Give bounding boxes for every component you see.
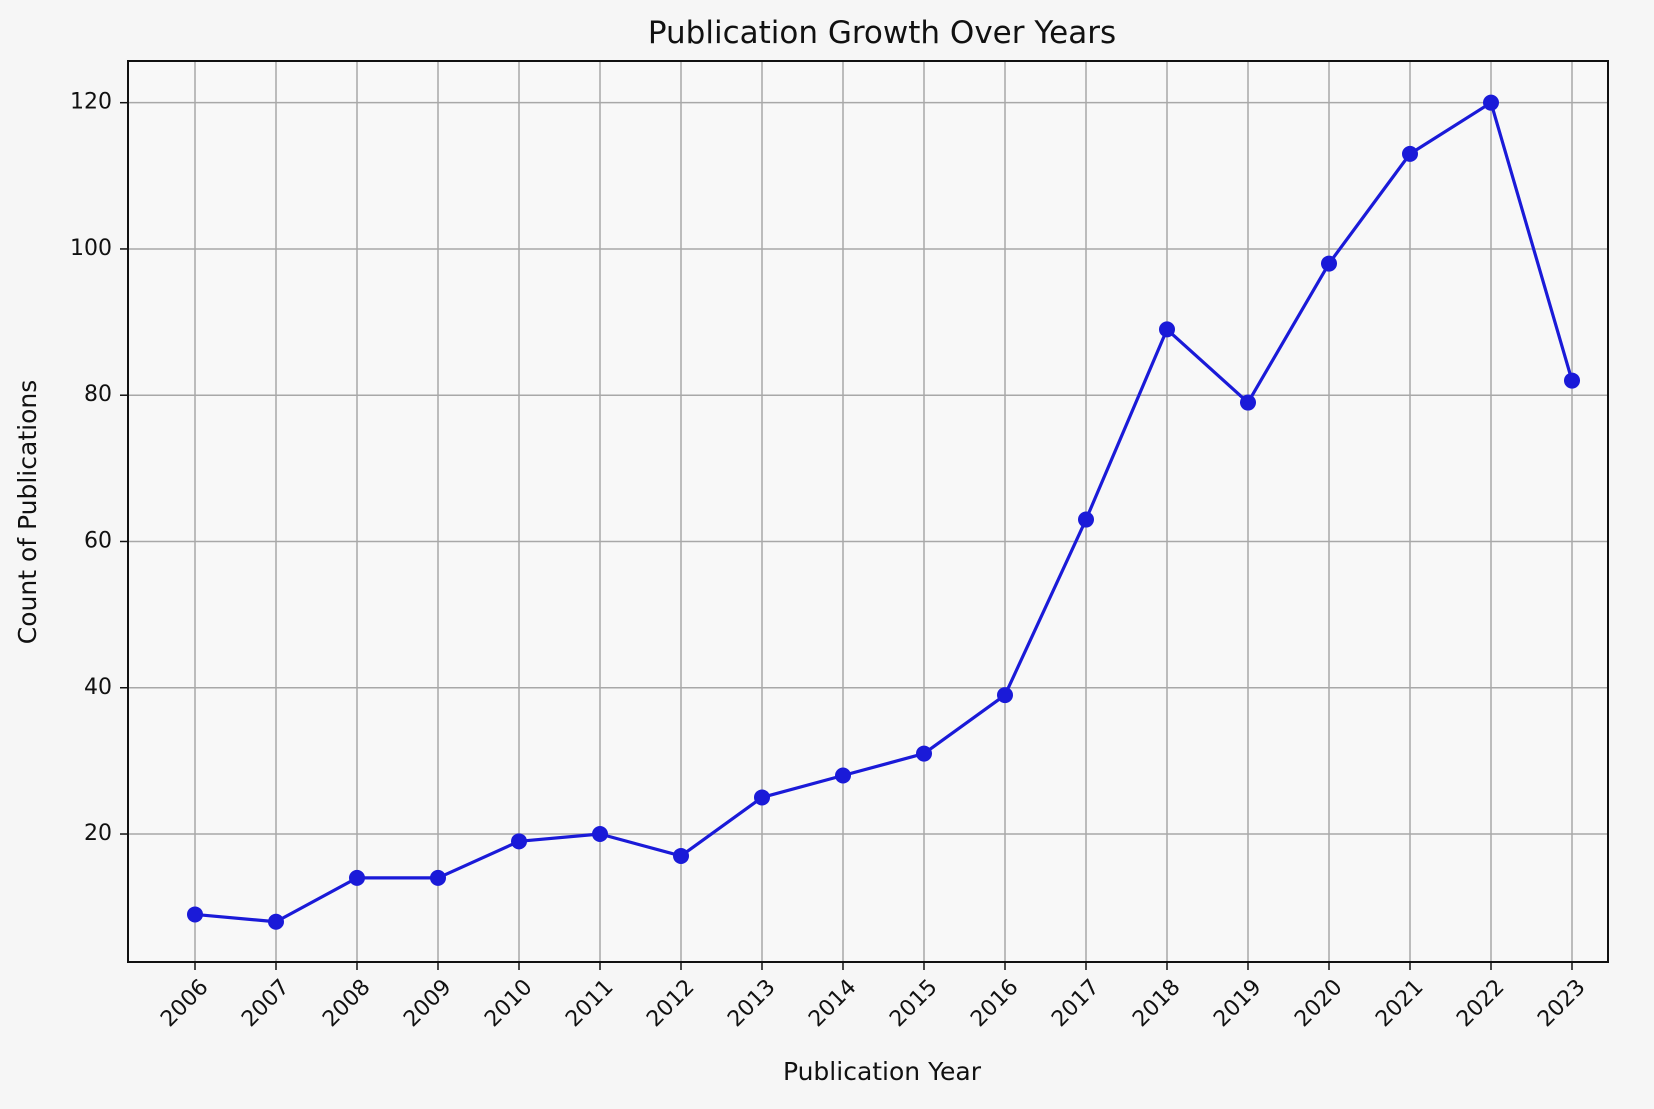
data-point (1240, 394, 1256, 411)
data-point (511, 833, 527, 850)
grid (128, 61, 1608, 962)
x-axis-label: Publication Year (783, 1057, 982, 1086)
data-point (1402, 145, 1418, 162)
data-point (187, 906, 203, 923)
y-tick-label: 120 (70, 90, 112, 115)
data-point (1159, 321, 1175, 338)
plot-frame (127, 60, 1609, 963)
y-tick-label: 20 (84, 821, 112, 846)
data-point (835, 767, 851, 784)
data-point (1564, 372, 1580, 389)
series-layer (187, 94, 1580, 930)
y-tick-label: 60 (84, 528, 112, 553)
data-point (997, 687, 1013, 704)
data-point (268, 913, 284, 930)
chart-title: Publication Growth Over Years (648, 15, 1116, 51)
series-line (194, 101, 1574, 924)
data-point (592, 826, 608, 843)
data-point (430, 869, 446, 886)
y-tick-label: 80 (84, 382, 112, 407)
data-point (1078, 511, 1094, 528)
data-point (349, 869, 365, 886)
data-point (1483, 94, 1499, 111)
data-point (916, 745, 932, 762)
y-axis-ticks: 20 40 60 80 100 120 (70, 90, 128, 846)
data-point (754, 789, 770, 806)
data-point (673, 847, 689, 864)
y-tick-label: 40 (84, 675, 112, 700)
plot-area (128, 61, 1608, 962)
y-tick-label: 100 (70, 236, 112, 261)
data-point (1321, 255, 1337, 272)
y-axis-label: Count of Publications (13, 380, 42, 644)
